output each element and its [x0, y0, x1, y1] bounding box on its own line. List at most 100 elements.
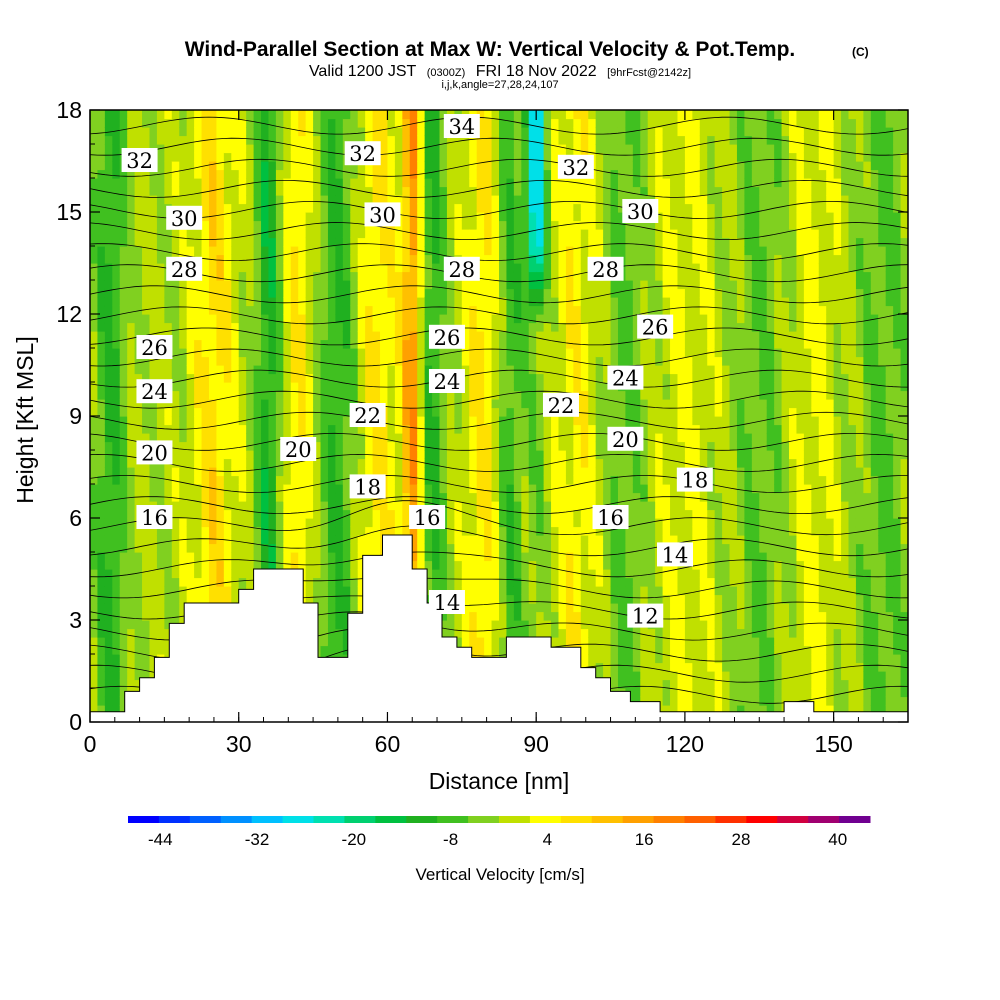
field-cell: [253, 212, 262, 222]
field-cell: [305, 169, 314, 179]
field-cell: [461, 586, 470, 596]
field-cell: [543, 356, 552, 366]
field-cell: [149, 560, 158, 570]
field-cell: [268, 169, 277, 179]
field-cell: [171, 195, 180, 205]
field-cell: [290, 110, 299, 120]
field-cell: [134, 365, 143, 375]
field-cell: [156, 433, 165, 443]
field-cell: [127, 220, 136, 230]
field-cell: [179, 569, 188, 579]
field-cell: [484, 297, 493, 307]
field-cell: [171, 433, 180, 443]
field-cell: [201, 331, 210, 341]
field-cell: [513, 509, 522, 519]
field-cell: [327, 220, 336, 230]
field-cell: [320, 280, 329, 290]
field-cell: [424, 161, 433, 171]
field-cell: [164, 552, 173, 562]
field-cell: [580, 399, 589, 409]
field-cell: [424, 118, 433, 128]
field-cell: [127, 178, 136, 188]
field-cell: [558, 552, 567, 562]
field-cell: [536, 543, 545, 553]
field-cell: [149, 271, 158, 281]
field-cell: [119, 679, 128, 689]
field-cell: [253, 314, 262, 324]
field-cell: [127, 535, 136, 545]
field-cell: [179, 543, 188, 553]
field-cell: [476, 348, 485, 358]
field-cell: [298, 552, 307, 562]
field-cell: [194, 535, 203, 545]
field-cell: [253, 220, 262, 230]
field-cell: [469, 399, 478, 409]
field-cell: [432, 560, 441, 570]
field-cell: [238, 441, 247, 451]
field-cell: [394, 263, 403, 273]
field-cell: [201, 382, 210, 392]
field-cell: [551, 263, 560, 273]
field-cell: [142, 314, 151, 324]
field-cell: [290, 212, 299, 222]
field-cell: [134, 416, 143, 426]
field-cell: [164, 178, 173, 188]
field-cell: [439, 229, 448, 239]
field-cell: [387, 229, 396, 239]
field-cell: [104, 611, 113, 621]
field-cell: [119, 450, 128, 460]
field-cell: [283, 212, 292, 222]
field-cell: [499, 144, 508, 154]
field-cell: [372, 246, 381, 256]
field-cell: [521, 237, 530, 247]
field-cell: [357, 433, 366, 443]
field-cell: [543, 271, 552, 281]
field-cell: [595, 348, 604, 358]
field-cell: [506, 152, 515, 162]
field-cell: [186, 322, 195, 332]
field-cell: [402, 501, 411, 511]
field-cell: [580, 441, 589, 451]
field-cell: [521, 305, 530, 315]
field-cell: [179, 492, 188, 502]
field-cell: [208, 144, 218, 154]
field-cell: [491, 356, 500, 366]
field-cell: [342, 365, 351, 375]
field-cell: [469, 220, 478, 230]
field-cell: [521, 416, 530, 426]
field-cell: [446, 620, 455, 630]
field-cell: [513, 501, 522, 511]
field-cell: [216, 220, 225, 230]
field-cell: [223, 560, 232, 570]
field-cell: [476, 144, 485, 154]
field-cell: [104, 254, 113, 264]
field-cell: [573, 518, 582, 528]
field-cell: [521, 152, 530, 162]
field-cell: [216, 526, 225, 536]
field-cell: [201, 509, 210, 519]
field-cell: [409, 178, 418, 188]
field-cell: [149, 263, 158, 273]
field-cell: [588, 543, 597, 553]
field-cell: [573, 535, 582, 545]
field-cell: [417, 356, 426, 366]
field-cell: [476, 399, 485, 409]
field-cell: [357, 161, 366, 171]
field-cell: [246, 144, 255, 154]
field-cell: [179, 603, 188, 613]
field-cell: [499, 271, 508, 281]
field-cell: [127, 543, 136, 553]
field-cell: [127, 382, 136, 392]
field-cell: [499, 577, 508, 587]
field-cell: [588, 178, 597, 188]
field-cell: [134, 645, 143, 655]
field-cell: [194, 144, 203, 154]
field-cell: [454, 467, 463, 477]
field-cell: [156, 577, 165, 587]
field-cell: [320, 458, 329, 468]
field-cell: [216, 195, 225, 205]
field-cell: [439, 390, 448, 400]
field-cell: [588, 212, 597, 222]
field-cell: [104, 297, 113, 307]
